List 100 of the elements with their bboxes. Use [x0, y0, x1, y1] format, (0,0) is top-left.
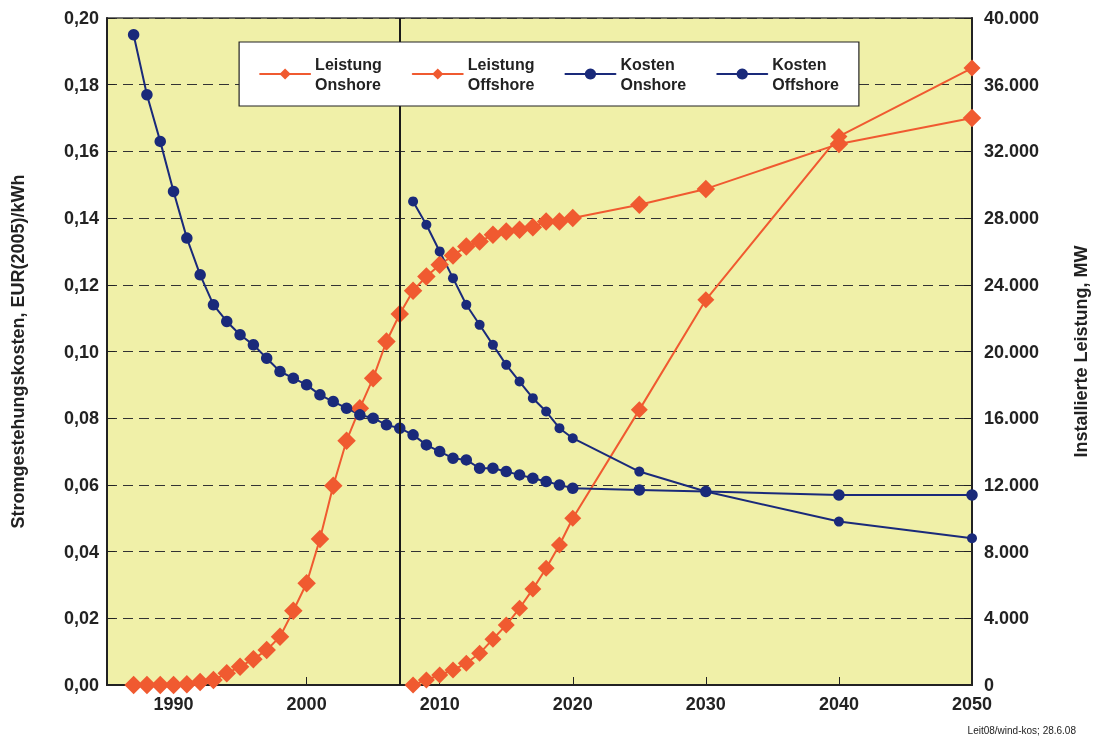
legend-label: Leistung Onshore — [315, 55, 382, 93]
point — [567, 433, 578, 444]
point — [417, 267, 436, 286]
point — [150, 675, 170, 695]
point — [550, 536, 568, 554]
point — [190, 672, 210, 692]
y2-tick-label: 8.000 — [984, 541, 1030, 562]
point — [962, 108, 982, 128]
point — [367, 412, 379, 424]
point — [354, 409, 366, 421]
point — [564, 509, 582, 527]
point — [473, 462, 486, 474]
point — [431, 666, 449, 684]
y-tick-label: 0,08 — [63, 408, 99, 429]
point — [417, 671, 435, 689]
point — [484, 630, 502, 648]
point — [963, 59, 981, 77]
point — [967, 533, 977, 544]
y-tick-label: 0,00 — [63, 675, 99, 695]
point — [527, 472, 539, 484]
x-tick-label: 1990 — [153, 694, 194, 714]
point — [327, 395, 339, 408]
point — [181, 232, 193, 244]
y-tick-label: 0,04 — [63, 541, 99, 562]
x-tick-label: 2000 — [286, 694, 327, 714]
y2-tick-label: 24.000 — [984, 274, 1040, 295]
y2-tick-label: 12.000 — [984, 474, 1040, 495]
x-tick-label: 2040 — [818, 694, 859, 714]
y-tick-label: 0,16 — [63, 141, 99, 162]
y-tick-label: 0,10 — [63, 341, 99, 362]
point — [234, 329, 246, 341]
point — [633, 484, 646, 496]
point — [154, 135, 166, 148]
point — [337, 431, 356, 450]
legend-label: Kosten Onshore — [620, 55, 687, 93]
point — [554, 423, 565, 434]
point — [474, 319, 485, 330]
point — [500, 465, 512, 478]
y2-tick-label: 40.000 — [984, 8, 1040, 28]
point — [443, 246, 463, 265]
point — [470, 232, 489, 251]
y2-axis-title: Installierte Leistung, MW — [1071, 245, 1091, 458]
point — [501, 359, 512, 370]
point — [697, 291, 715, 309]
point — [207, 299, 220, 311]
point — [833, 489, 845, 501]
point — [541, 406, 552, 417]
point — [497, 616, 515, 634]
point — [524, 580, 542, 598]
point — [630, 195, 649, 215]
point — [177, 674, 197, 694]
point — [537, 559, 555, 577]
point — [514, 376, 525, 387]
y-tick-label: 0,06 — [63, 474, 99, 495]
point — [323, 476, 343, 495]
point — [421, 219, 432, 230]
point — [260, 352, 273, 364]
x-tick-label: 2030 — [685, 694, 726, 714]
point — [164, 675, 183, 695]
point — [696, 179, 716, 199]
legend-label: Leistung Offshore — [467, 55, 535, 93]
point — [483, 225, 503, 245]
y2-tick-label: 4.000 — [984, 608, 1030, 629]
point — [966, 489, 978, 501]
point — [407, 429, 419, 441]
point — [230, 657, 250, 676]
point — [496, 222, 516, 241]
point — [448, 273, 458, 284]
legend-label: Kosten Offshore — [772, 55, 839, 93]
point — [447, 452, 459, 464]
y2-tick-label: 28.000 — [984, 208, 1040, 229]
point — [567, 482, 579, 494]
point — [457, 237, 476, 256]
point — [487, 339, 498, 350]
point — [194, 269, 206, 281]
point — [634, 466, 645, 477]
y-axis-title: Stromgestehungskosten, EUR(2005)/kWh — [8, 174, 28, 529]
point — [523, 218, 543, 237]
point — [300, 379, 313, 391]
point — [403, 281, 423, 300]
point — [314, 389, 326, 401]
point — [420, 439, 433, 451]
point — [284, 601, 303, 621]
point — [833, 516, 844, 527]
point — [630, 401, 648, 419]
point — [460, 454, 473, 466]
point — [457, 654, 475, 672]
point — [553, 479, 566, 491]
x-tick-label: 2010 — [419, 694, 460, 714]
point — [204, 670, 223, 690]
x-tick-label: 2020 — [552, 694, 593, 714]
point — [363, 368, 383, 388]
point — [540, 475, 552, 488]
point — [297, 574, 316, 593]
point — [247, 339, 260, 351]
point — [257, 640, 276, 660]
point — [127, 28, 140, 41]
point — [408, 196, 419, 207]
point — [287, 372, 300, 384]
y2-tick-label: 20.000 — [984, 341, 1040, 362]
